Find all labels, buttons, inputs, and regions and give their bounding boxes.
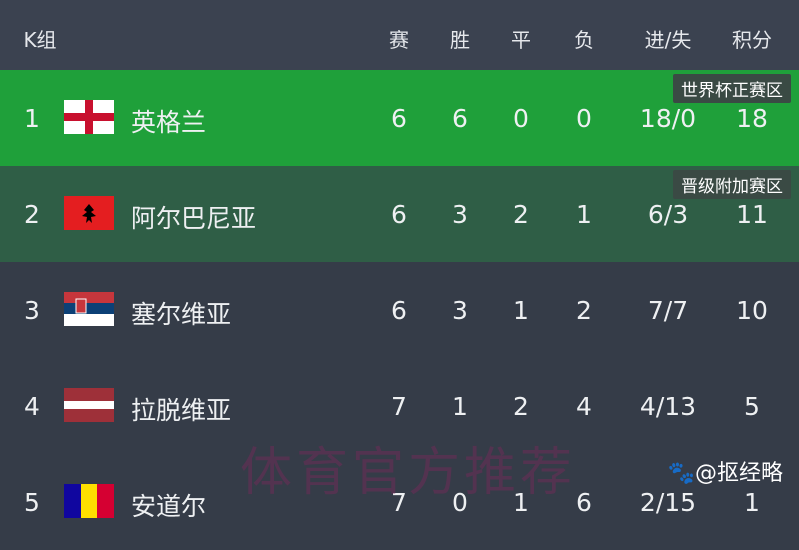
stat-goals: 4/13 (639, 392, 697, 421)
stat-played: 6 (391, 296, 407, 325)
stat-won: 1 (452, 392, 468, 421)
england-flag-icon (64, 100, 114, 134)
zone-badge: 晋级附加赛区 (673, 170, 791, 199)
stat-points: 18 (736, 104, 768, 133)
col-points: 积分 (732, 28, 772, 52)
stat-drawn: 1 (513, 296, 529, 325)
table-row[interactable]: 2 阿尔巴尼亚 6 3 2 1 6/3 11 晋级附加赛区 (0, 166, 799, 262)
latvia-flag-icon (64, 388, 114, 422)
rank: 2 (24, 200, 40, 229)
stat-won: 3 (452, 200, 468, 229)
stat-goals: 2/15 (639, 488, 697, 517)
andorra-flag-icon (64, 484, 114, 518)
stat-lost: 6 (576, 488, 592, 517)
watermark: 体育官方推荐 (240, 443, 577, 503)
stat-drawn: 2 (513, 200, 529, 229)
team-name[interactable]: 拉脱维亚 (131, 396, 232, 425)
stat-goals: 18/0 (639, 104, 697, 133)
stat-lost: 1 (576, 200, 592, 229)
stat-goals: 7/7 (647, 296, 689, 325)
team-name[interactable]: 阿尔巴尼亚 (131, 204, 257, 233)
col-played: 赛 (389, 28, 409, 52)
stat-lost: 4 (576, 392, 592, 421)
stat-played: 6 (391, 200, 407, 229)
rank: 5 (24, 488, 40, 517)
team-name[interactable]: 塞尔维亚 (131, 300, 232, 329)
team-name[interactable]: 安道尔 (131, 492, 207, 521)
col-lost: 负 (574, 28, 594, 52)
stat-points: 11 (736, 200, 768, 229)
col-drawn: 平 (511, 28, 531, 52)
col-goals: 进/失 (644, 28, 692, 52)
stat-played: 7 (391, 392, 407, 421)
stat-drawn: 2 (513, 392, 529, 421)
stat-lost: 0 (576, 104, 592, 133)
table-row[interactable]: 3 塞尔维亚 6 3 1 2 7/7 10 (0, 262, 799, 358)
rank: 3 (24, 296, 40, 325)
serbia-flag-icon (64, 292, 114, 326)
table-row[interactable]: 4 拉脱维亚 7 1 2 4 4/13 5 (0, 358, 799, 454)
stat-points: 10 (736, 296, 768, 325)
table-header: K组 赛 胜 平 负 进/失 积分 (0, 0, 799, 70)
stat-drawn: 0 (513, 104, 529, 133)
stat-lost: 2 (576, 296, 592, 325)
albania-flag-icon (64, 196, 114, 230)
zone-badge: 世界杯正赛区 (673, 74, 791, 103)
stat-points: 1 (744, 488, 760, 517)
credit: 🐾@抠经略 (667, 461, 783, 486)
stat-won: 6 (452, 104, 468, 133)
col-won: 胜 (450, 28, 470, 52)
stat-played: 6 (391, 104, 407, 133)
credit-text: @抠经略 (694, 461, 783, 486)
stat-won: 3 (452, 296, 468, 325)
table-row[interactable]: 1 英格兰 6 6 0 0 18/0 18 世界杯正赛区 (0, 70, 799, 166)
rank: 4 (24, 392, 40, 421)
group-label: K组 (23, 28, 57, 52)
team-name[interactable]: 英格兰 (131, 108, 207, 137)
stat-goals: 6/3 (647, 200, 689, 229)
rank: 1 (24, 104, 40, 133)
stat-points: 5 (744, 392, 760, 421)
